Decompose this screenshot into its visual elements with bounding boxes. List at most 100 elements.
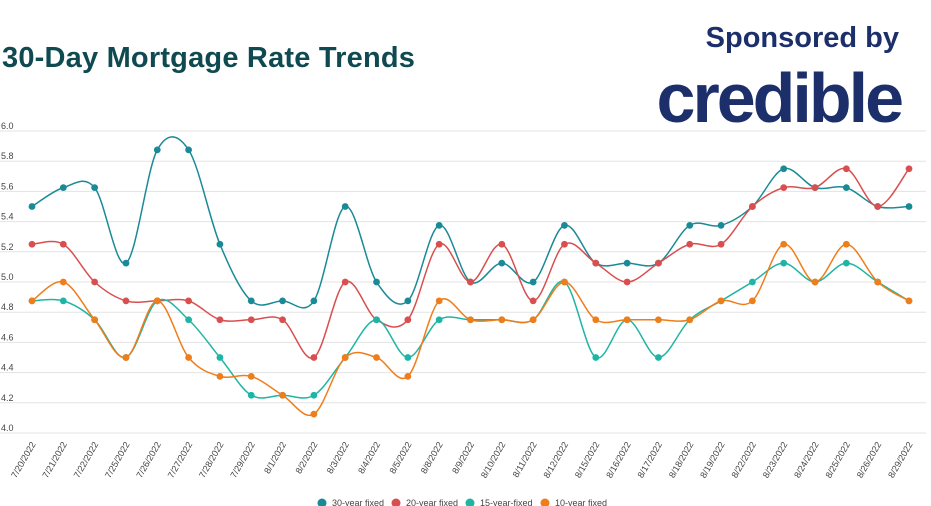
- data-point: [811, 278, 819, 286]
- data-point: [686, 221, 694, 229]
- x-tick-label: 8/23/2022: [761, 440, 790, 480]
- data-point: [404, 316, 412, 324]
- data-point: [247, 391, 255, 399]
- data-point: [28, 297, 36, 305]
- data-point: [529, 316, 537, 324]
- data-point: [59, 184, 67, 192]
- data-point: [59, 297, 67, 305]
- data-point: [185, 354, 193, 361]
- data-point: [279, 297, 286, 305]
- data-point: [59, 278, 67, 286]
- data-point: [748, 278, 756, 286]
- y-tick-label: 5.2: [1, 242, 14, 252]
- data-point: [185, 297, 193, 305]
- data-point: [153, 297, 161, 305]
- data-point: [216, 372, 224, 380]
- x-tick-label: 8/15/2022: [573, 440, 602, 480]
- x-tick-label: 7/21/2022: [40, 440, 69, 480]
- legend-marker: [540, 498, 550, 506]
- data-point: [247, 316, 255, 324]
- data-point: [404, 354, 412, 361]
- data-point: [655, 259, 662, 267]
- page-title: 30-Day Mortgage Rate Trends: [2, 42, 416, 74]
- data-point: [686, 316, 694, 324]
- data-point: [91, 184, 99, 192]
- sponsor-label: Sponsored by: [705, 22, 899, 54]
- data-point: [529, 278, 537, 286]
- data-point: [467, 316, 474, 324]
- data-point: [435, 221, 443, 229]
- data-point: [435, 316, 443, 324]
- data-point: [216, 316, 224, 324]
- x-tick-label: 8/29/2022: [886, 440, 915, 480]
- series-line-3: [31, 243, 910, 417]
- data-point: [592, 354, 600, 361]
- data-point: [842, 240, 850, 248]
- x-tick-label: 7/29/2022: [228, 440, 257, 480]
- x-tick-label: 7/28/2022: [197, 440, 226, 480]
- data-point: [122, 354, 130, 361]
- x-tick-label: 8/3/2022: [325, 440, 351, 475]
- data-point: [905, 165, 913, 173]
- x-tick-label: 7/27/2022: [166, 440, 195, 480]
- y-tick-label: 4.2: [1, 393, 14, 403]
- data-point: [373, 354, 380, 361]
- data-point: [310, 297, 318, 305]
- data-point: [498, 240, 506, 248]
- data-point: [59, 240, 67, 248]
- x-tick-label: 7/22/2022: [72, 440, 101, 480]
- data-point: [216, 240, 224, 248]
- legend-marker: [317, 498, 327, 506]
- x-tick-label: 8/22/2022: [729, 440, 758, 480]
- y-tick-label: 4.0: [1, 423, 14, 433]
- x-tick-label: 8/11/2022: [511, 440, 539, 479]
- data-point: [373, 278, 380, 286]
- data-point: [498, 259, 506, 267]
- data-point: [748, 203, 756, 210]
- data-point: [310, 410, 318, 418]
- data-point: [780, 240, 788, 248]
- data-point: [780, 165, 788, 173]
- x-tick-label: 8/5/2022: [387, 440, 413, 475]
- data-point: [748, 297, 756, 305]
- data-point: [780, 184, 788, 192]
- data-point: [842, 184, 850, 192]
- data-point: [623, 316, 631, 324]
- data-point: [905, 297, 913, 305]
- x-tick-label: 7/25/2022: [103, 440, 132, 480]
- legend-label: 30-year fixed: [332, 498, 384, 506]
- data-point: [91, 278, 99, 286]
- legend-label: 15-year-fixed: [480, 498, 533, 506]
- data-point: [717, 221, 725, 229]
- x-tick-label: 8/26/2022: [855, 440, 884, 480]
- y-tick-label: 6.0: [1, 121, 14, 131]
- y-tick-label: 5.0: [1, 272, 14, 282]
- x-tick-label: 8/19/2022: [698, 440, 727, 480]
- data-point: [185, 316, 193, 324]
- data-point: [623, 259, 631, 267]
- data-point: [435, 297, 443, 305]
- series-line-1: [31, 167, 910, 359]
- x-tick-label: 8/17/2022: [635, 440, 664, 480]
- data-point: [153, 146, 161, 154]
- data-point: [655, 316, 662, 324]
- y-tick-label: 4.6: [1, 332, 14, 342]
- data-point: [28, 240, 36, 248]
- data-point: [216, 354, 224, 361]
- data-point: [28, 203, 36, 210]
- legend-marker: [391, 498, 401, 506]
- data-point: [279, 316, 286, 324]
- data-point: [905, 203, 913, 210]
- x-tick-label: 8/8/2022: [419, 440, 445, 475]
- y-tick-label: 5.8: [1, 151, 14, 161]
- data-point: [341, 203, 349, 210]
- data-point: [561, 221, 568, 229]
- x-tick-label: 8/1/2022: [262, 440, 288, 475]
- data-point: [310, 391, 318, 399]
- data-point: [467, 278, 474, 286]
- legend-label: 20-year fixed: [406, 498, 458, 506]
- data-point: [185, 146, 193, 154]
- y-tick-label: 5.6: [1, 181, 14, 191]
- x-tick-label: 7/20/2022: [9, 440, 38, 480]
